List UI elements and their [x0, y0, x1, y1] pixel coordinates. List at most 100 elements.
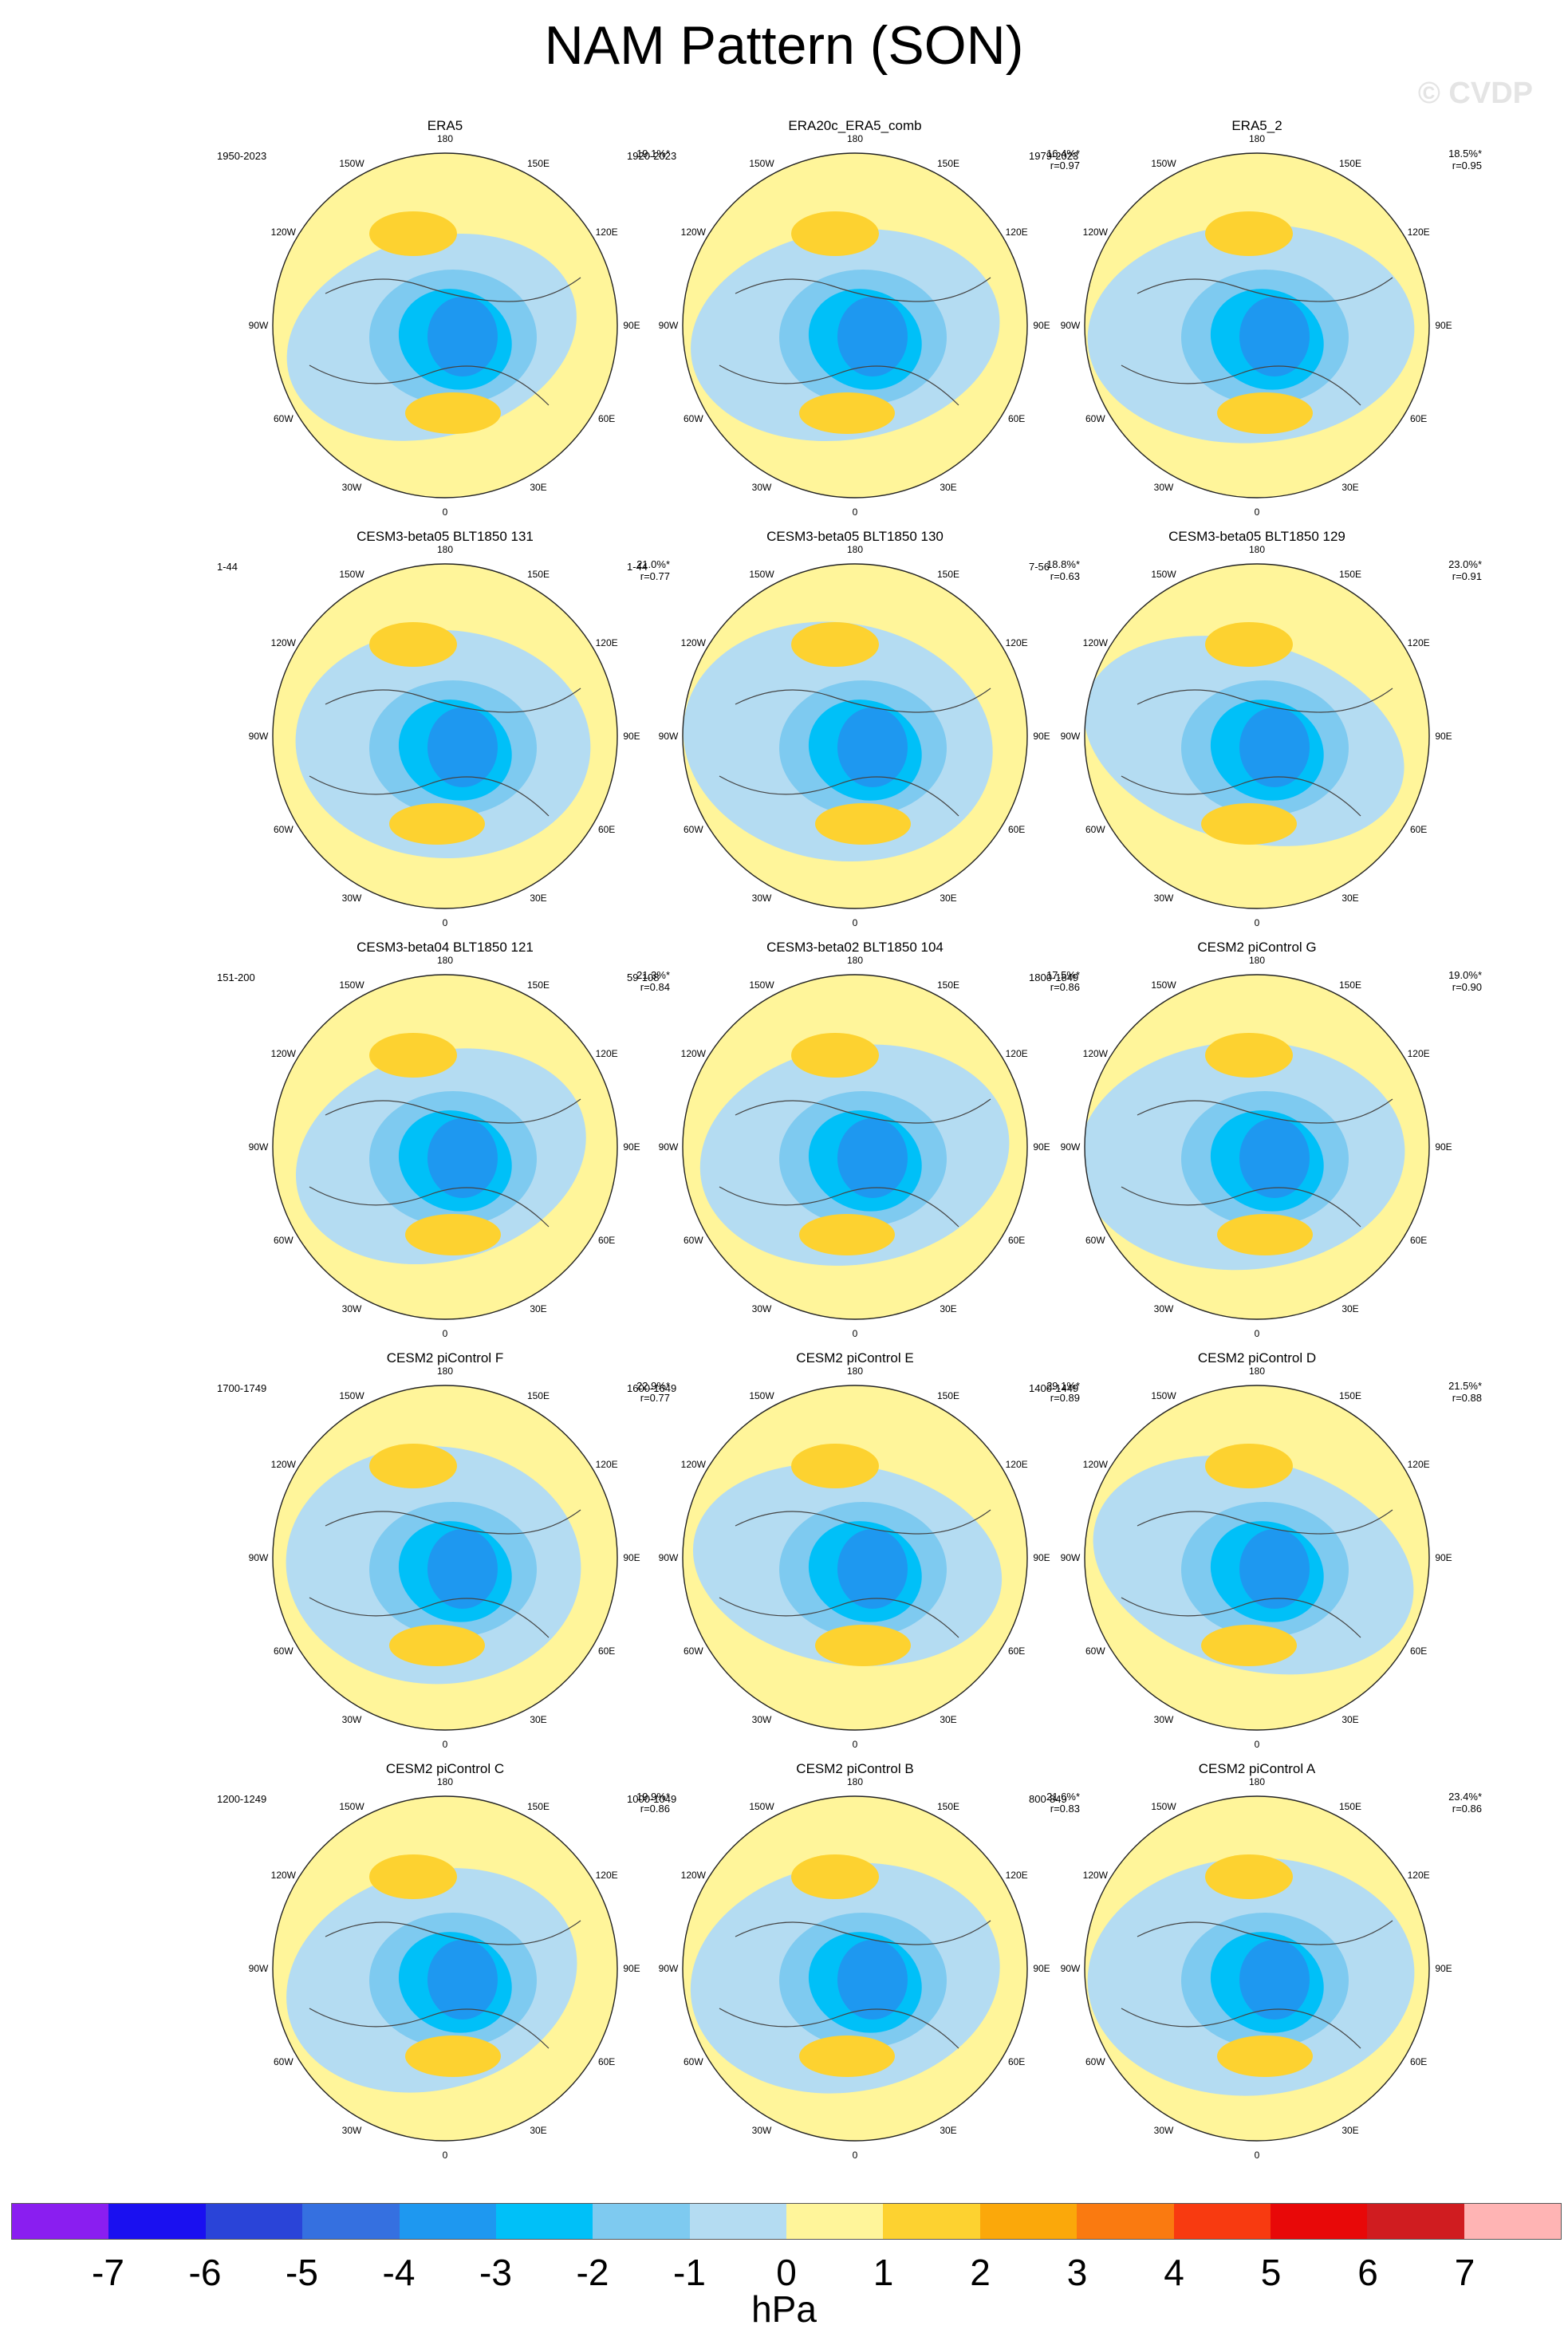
colorbar-tick-label: -7: [92, 2252, 124, 2293]
variance-explained: 29.1%*: [1046, 1380, 1080, 1392]
longitude-label: 30E: [940, 1713, 957, 1725]
panel-period: 800-849: [1029, 1793, 1067, 1805]
map-boundary: [682, 152, 1028, 499]
colorbar-swatch: [1464, 2204, 1561, 2239]
longitude-label: 180: [436, 1776, 454, 1787]
panel-title: ERA5: [427, 118, 463, 133]
longitude-label: 60E: [1409, 1235, 1428, 1246]
polar-map: [272, 1385, 618, 1731]
longitude-label: 60E: [1409, 1645, 1428, 1657]
longitude-label: 60W: [274, 1645, 294, 1657]
longitude-label: 90W: [1060, 320, 1081, 331]
colorbar-swatch: [689, 2204, 786, 2239]
colorbar-tick-label: 3: [1066, 2252, 1088, 2293]
colorbar-swatch: [979, 2204, 1078, 2239]
longitude-label: 180: [436, 1366, 454, 1377]
contour-pos-atlantic: [1217, 392, 1313, 434]
colorbar-swatch: [495, 2204, 593, 2239]
contour-pos-pacific: [791, 622, 879, 667]
coastline: [719, 365, 959, 406]
longitude-label: 120W: [1082, 227, 1109, 238]
longitude-label: 30W: [341, 2124, 362, 2136]
map-boundary: [272, 1385, 618, 1731]
colorbar-tick-label: 6: [1357, 2252, 1378, 2293]
contour-pos-atlantic: [405, 392, 501, 434]
longitude-label: 180: [846, 544, 864, 555]
colorbar-swatch: [1367, 2204, 1464, 2239]
coastline: [719, 2008, 959, 2049]
colorbar-tick-label: 0: [776, 2252, 797, 2293]
longitude-label: 90E: [1435, 1963, 1452, 1974]
longitude-label: 150W: [749, 1390, 774, 1402]
variance-explained: 21.6%*: [1046, 1791, 1080, 1803]
longitude-label: 150W: [1151, 158, 1176, 170]
polar-map: [1084, 1795, 1430, 2142]
nam-panel: ERA20c_ERA5_comb 1920-2023 16.4%* r=0.97 180…: [616, 118, 1094, 518]
polar-map: [272, 1795, 618, 2142]
longitude-label: 60W: [274, 824, 294, 835]
longitude-label: 60E: [1007, 824, 1026, 835]
longitude-label: 90E: [1033, 1963, 1050, 1974]
contour-pos-pacific: [369, 211, 457, 256]
figure-title: NAM Pattern (SON): [544, 15, 1024, 76]
pattern-correlation: r=0.88: [1452, 1391, 1482, 1404]
longitude-label: 90W: [248, 1963, 269, 1974]
contour-pos-atlantic: [1201, 1625, 1297, 1666]
panel-title: CESM2 piControl B: [796, 1761, 914, 1776]
contour-pos-pacific: [1205, 1444, 1293, 1488]
map-boundary: [1084, 974, 1430, 1320]
contour-neg-4: [837, 1118, 908, 1198]
longitude-label: 150W: [339, 979, 364, 991]
coastline: [309, 775, 550, 817]
longitude-label: 90E: [1033, 320, 1050, 331]
contour-neg-4: [1239, 297, 1310, 376]
map-boundary: [1084, 1385, 1430, 1731]
polar-map: [1084, 974, 1430, 1320]
longitude-label: 90E: [1033, 731, 1050, 742]
longitude-label: 150W: [1151, 979, 1176, 991]
variance-explained: 19.0%*: [1448, 969, 1482, 981]
colorbar-swatch: [1173, 2204, 1271, 2239]
variance-explained: 22.9%*: [636, 1380, 670, 1392]
longitude-label: 0: [442, 917, 448, 928]
nam-panel: CESM2 piControl C 1200-1249 19.9%* r=0.86 18…: [206, 1761, 684, 2161]
longitude-label: 180: [1248, 544, 1266, 555]
map-boundary: [682, 563, 1028, 909]
panel-title: CESM3-beta05 BLT1850 131: [357, 529, 534, 544]
longitude-label: 90W: [1060, 1141, 1081, 1153]
longitude-label: 0: [852, 1739, 858, 1750]
longitude-label: 60W: [274, 2056, 294, 2067]
longitude-label: 120W: [680, 1048, 707, 1059]
longitude-label: 60E: [597, 1235, 616, 1246]
longitude-label: 120W: [680, 1459, 707, 1470]
panel-title: CESM2 piControl C: [385, 1761, 505, 1776]
polar-map: [682, 563, 1028, 909]
coastline: [325, 688, 581, 713]
panel-period: 1700-1749: [217, 1382, 267, 1394]
pattern-correlation: r=0.77: [640, 569, 670, 582]
coastline: [1121, 1597, 1361, 1638]
longitude-label: 30E: [1341, 1302, 1359, 1314]
panel-period: 1200-1249: [217, 1793, 267, 1805]
panel-stats: 18.8%* r=0.63: [1046, 558, 1080, 583]
longitude-label: 120E: [1005, 227, 1028, 238]
longitude-label: 90E: [623, 731, 640, 742]
contour-pos-pacific: [791, 1033, 879, 1078]
longitude-label: 120E: [1407, 1870, 1430, 1881]
longitude-label: 0: [1254, 1739, 1260, 1750]
contour-pos-atlantic: [389, 803, 485, 845]
colorbar-swatch: [786, 2204, 884, 2239]
variance-explained: 16.4%*: [1046, 148, 1080, 160]
coastline: [325, 1098, 581, 1124]
panel-period: 151-200: [217, 971, 255, 983]
longitude-label: 90W: [658, 1552, 679, 1563]
longitude-label: 90W: [248, 731, 269, 742]
variance-explained: 23.4%*: [1448, 1791, 1482, 1803]
variance-explained: 21.5%*: [1448, 1380, 1482, 1392]
panel-stats: 19.1%*: [636, 148, 670, 160]
panel-title: ERA5_2: [1231, 118, 1282, 133]
colorbar-tick-label: 5: [1260, 2252, 1282, 2293]
coastline: [719, 1597, 959, 1638]
longitude-label: 60E: [1007, 413, 1026, 424]
panel-period: 1400-1449: [1029, 1382, 1079, 1394]
